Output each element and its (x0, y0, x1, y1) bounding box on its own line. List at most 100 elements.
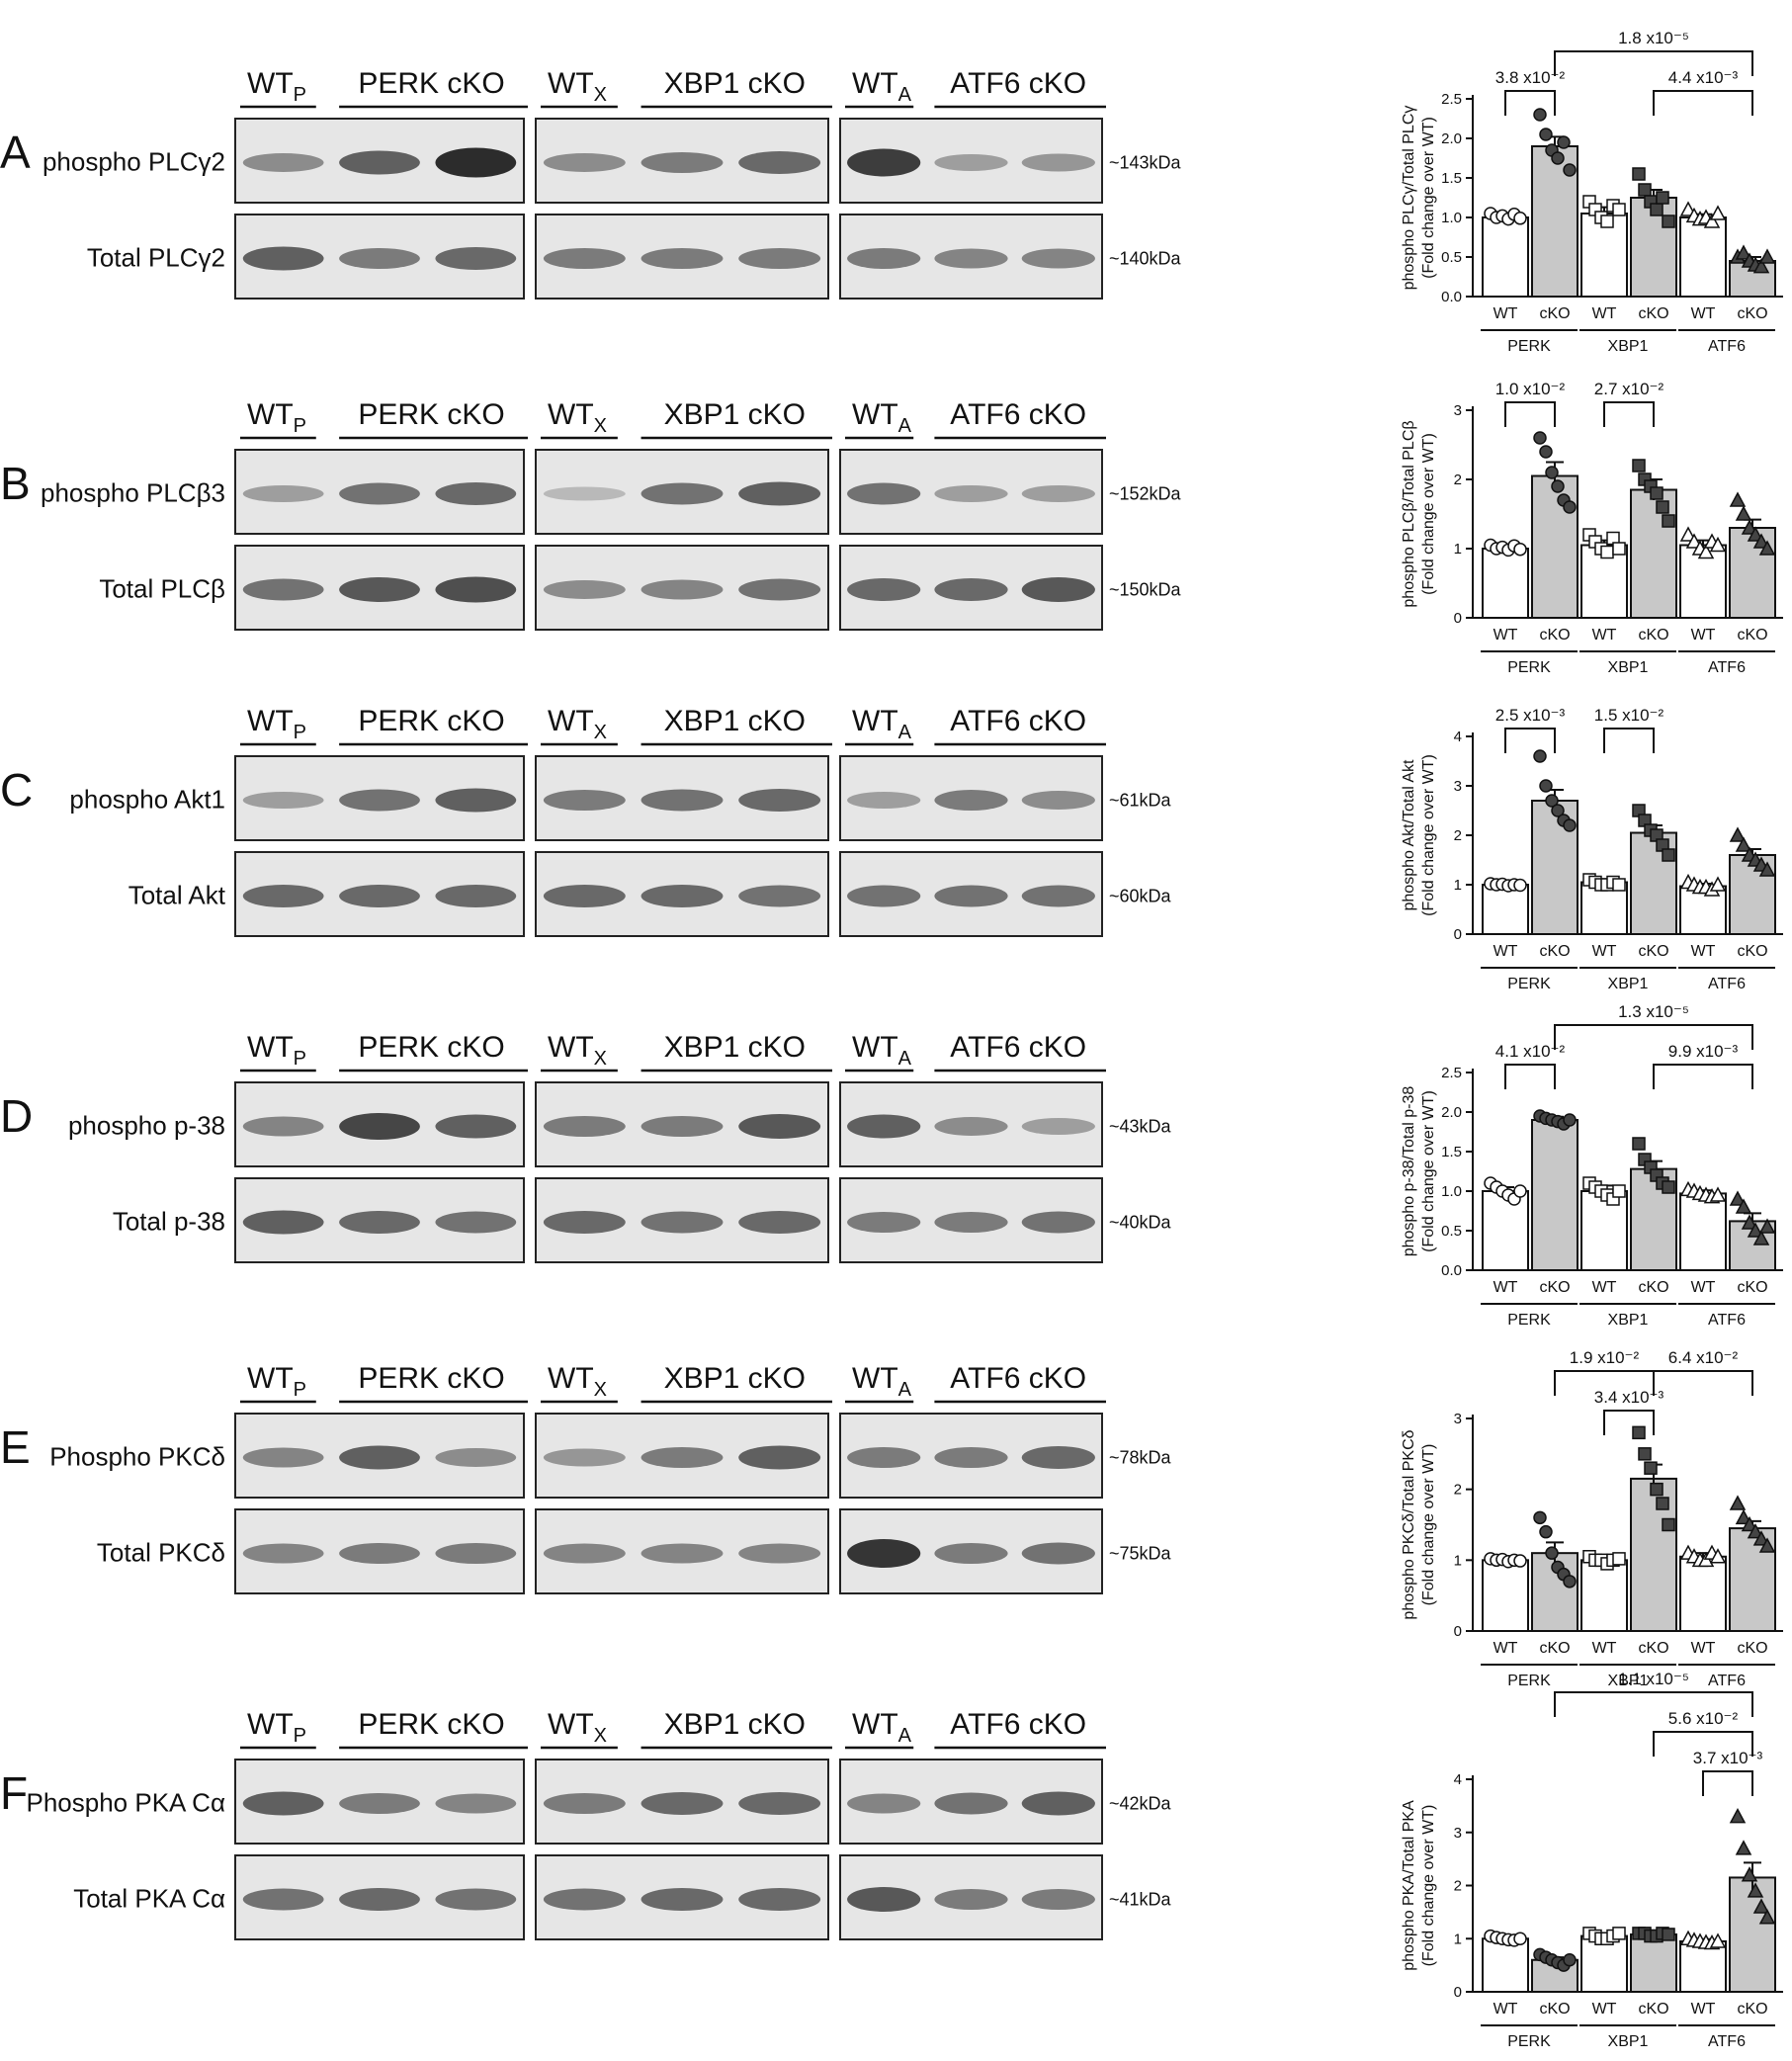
band (738, 1888, 821, 1911)
data-point (1539, 779, 1553, 793)
x-tick-label: cKO (1638, 305, 1668, 322)
data-point (1735, 244, 1752, 260)
x-tick-label: cKO (1539, 627, 1570, 644)
y-tick-label: 2.0 (1441, 130, 1462, 147)
y-tick-label: 2.0 (1441, 1104, 1462, 1121)
x-tick-label: WT (1592, 2001, 1617, 2018)
data-point (1638, 183, 1652, 197)
band (543, 885, 626, 907)
band (640, 152, 724, 173)
y-tick-label: 3 (1454, 778, 1462, 795)
data-point (1752, 1530, 1770, 1546)
wt-label-main: WT (852, 1362, 898, 1395)
y-tick-label: 2.5 (1441, 91, 1462, 108)
y-tick-label: 1.0 (1441, 210, 1462, 226)
ko-label: ATF6 cKO (950, 67, 1086, 100)
y-tick-label: 1.5 (1441, 170, 1462, 187)
x-tick-label: cKO (1737, 1640, 1767, 1657)
band (934, 485, 1008, 502)
wt-label-sub: A (898, 1379, 912, 1401)
band (242, 792, 324, 809)
y-tick-label: 0 (1454, 1623, 1462, 1640)
protein-label: Total PKCδ (97, 1538, 225, 1568)
p-value-label: 3.4 x10⁻³ (1594, 1388, 1664, 1407)
x-tick-label: cKO (1539, 1640, 1570, 1657)
p-value-label: 1.5 x10⁻² (1594, 706, 1664, 725)
band (339, 885, 420, 907)
bar (1679, 1555, 1727, 1632)
bar (1482, 884, 1529, 935)
data-point (1551, 804, 1565, 817)
x-tick-label: cKO (1539, 1279, 1570, 1296)
band (640, 1211, 724, 1234)
wt-label-sub: X (594, 1048, 607, 1070)
comparison-bracket (1653, 1064, 1753, 1089)
bar (1482, 1559, 1529, 1633)
ko-label: PERK cKO (358, 1362, 504, 1395)
blot-row: Phospho PKCδ ~78kDa (49, 1413, 1172, 1499)
data-point (1656, 500, 1669, 514)
band (934, 1543, 1008, 1564)
x-tick-label: WT (1691, 2001, 1716, 2018)
band (738, 1114, 821, 1139)
group-label: PERK (1507, 1312, 1551, 1329)
band (1021, 1791, 1095, 1816)
data-point (1563, 500, 1577, 514)
bar-chart-d: 0.0 0.5 1.0 1.5 2.0 2.5 phospho p-38/Total p-3… (1401, 1002, 1783, 1329)
comparison-bracket (1702, 1770, 1753, 1796)
band (339, 1543, 420, 1564)
wt-label-sub: X (594, 84, 607, 106)
band (1021, 1211, 1095, 1234)
wt-label-main: WT (548, 398, 594, 431)
band (847, 1212, 921, 1233)
group-header: WTX XBP1 cKO (541, 1031, 832, 1073)
bar (1580, 1190, 1628, 1271)
y-axis-label: phospho PLCγ/Total PLCγ (1401, 106, 1417, 291)
data-point (1563, 163, 1577, 177)
data-point (1729, 1190, 1747, 1206)
band (435, 147, 517, 178)
band (934, 154, 1008, 171)
y-axis-label-2: (Fold change over WT) (1420, 117, 1437, 279)
group-label: PERK (1507, 338, 1551, 355)
data-point (1563, 1113, 1577, 1127)
data-point (1656, 191, 1669, 205)
wt-label: WTP (247, 1362, 306, 1401)
blot-row: Total p-38 ~40kDa (113, 1177, 1172, 1263)
data-point (1612, 542, 1626, 556)
kda-label: ~41kDa (1109, 1890, 1172, 1910)
bar (1482, 216, 1529, 298)
p-value-label: 4.1 x10⁻² (1495, 1042, 1566, 1061)
band (242, 1543, 324, 1564)
p-value-label: 3.7 x10⁻³ (1693, 1749, 1763, 1767)
wt-label-sub: X (594, 1379, 607, 1401)
wt-label: WTA (852, 1031, 912, 1070)
data-point (1545, 794, 1559, 808)
group-header: WTX XBP1 cKO (541, 1708, 832, 1750)
panel-letter: F (0, 1767, 28, 1819)
wt-label-main: WT (247, 1362, 294, 1395)
band (543, 1543, 626, 1564)
band (738, 1543, 821, 1564)
group-label: ATF6 (1708, 976, 1746, 992)
x-tick-label: cKO (1539, 2001, 1570, 2018)
ko-label: PERK cKO (358, 1708, 504, 1741)
comparison-bracket (1504, 1064, 1556, 1089)
wt-label-main: WT (247, 67, 294, 100)
data-point (1741, 1214, 1758, 1230)
data-point (1758, 248, 1776, 264)
band (543, 1211, 626, 1234)
band (934, 1447, 1008, 1468)
band (1021, 791, 1095, 810)
x-tick-label: WT (1493, 1279, 1518, 1296)
band (543, 790, 626, 811)
band (640, 789, 724, 812)
ko-label: PERK cKO (358, 1031, 504, 1064)
data-point (1545, 1546, 1559, 1560)
data-point (1735, 836, 1752, 852)
protein-label: Total PKA Cα (73, 1884, 225, 1914)
comparison-bracket (1603, 1410, 1655, 1435)
protein-label: Total Akt (128, 881, 226, 910)
data-point (1612, 1552, 1626, 1566)
